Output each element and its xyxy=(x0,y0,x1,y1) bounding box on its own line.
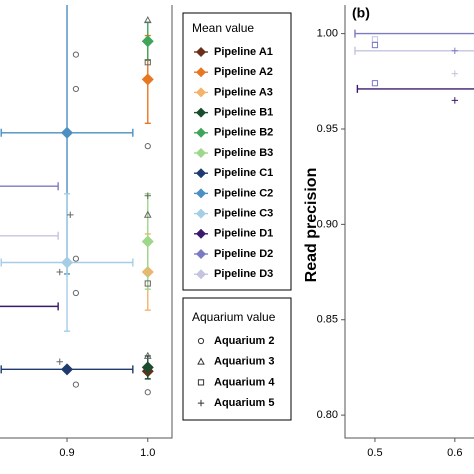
aquarium-point xyxy=(72,51,80,58)
legend-label: Pipeline A1 xyxy=(214,46,273,58)
y-tick-label: 1.00 xyxy=(317,28,338,40)
legend-marker xyxy=(196,127,206,138)
legend-label: Pipeline A2 xyxy=(214,66,273,78)
legend-marker xyxy=(196,107,206,118)
legend-marker xyxy=(196,249,206,259)
legend-label: Aquarium 2 xyxy=(214,335,275,347)
legend-marker xyxy=(196,148,206,158)
legend-marker xyxy=(197,399,205,407)
x-tick-label: 0.6 xyxy=(447,447,462,459)
legend-label: Pipeline C3 xyxy=(214,208,273,220)
legend-label: Pipeline B2 xyxy=(214,127,273,139)
legend-label: Pipeline D3 xyxy=(214,268,273,280)
x-error-bar xyxy=(0,302,59,311)
aquarium-point xyxy=(143,210,152,218)
aquarium-point xyxy=(56,358,63,365)
y-tick-label: 0.90 xyxy=(317,218,338,230)
mean-point xyxy=(141,361,154,374)
aquarium-point xyxy=(143,351,152,359)
aquarium-point xyxy=(72,255,80,262)
legend-label: Pipeline D1 xyxy=(214,228,273,240)
aquarium-point xyxy=(143,16,152,24)
legend-label: Pipeline C1 xyxy=(214,167,273,179)
x-error-bar xyxy=(356,84,474,93)
legend-symbol xyxy=(197,337,205,345)
aquarium-point xyxy=(72,381,80,388)
mean-point xyxy=(141,235,154,248)
legend-marker xyxy=(196,269,206,280)
mean-point xyxy=(61,126,74,139)
legend-marker xyxy=(196,67,206,78)
y-tick-label: 0.80 xyxy=(317,409,338,421)
aquarium-point xyxy=(371,36,379,43)
legend-marker xyxy=(196,87,206,98)
aquarium-point xyxy=(144,192,151,199)
aquarium-point xyxy=(371,41,379,49)
legend-title: Mean value xyxy=(192,21,254,35)
legend-marker xyxy=(196,47,206,57)
legend-marker xyxy=(197,357,205,365)
aquarium-point xyxy=(371,80,379,87)
panel-label: (b) xyxy=(352,5,370,21)
mean-point xyxy=(141,73,154,86)
axis-frame xyxy=(0,5,173,439)
legend-label: Pipeline B1 xyxy=(214,107,273,119)
mean-point xyxy=(61,363,74,376)
legend-symbol xyxy=(197,399,205,407)
x-error-bar xyxy=(354,29,474,38)
legend-label: Aquarium 5 xyxy=(214,397,275,409)
mean-point xyxy=(141,35,154,48)
aquarium-point xyxy=(72,289,80,297)
legend-marker xyxy=(196,228,206,239)
legend-marker xyxy=(196,168,206,179)
aquarium-point xyxy=(67,211,74,219)
axis-frame xyxy=(344,5,474,439)
plot-area xyxy=(0,5,154,396)
legend-label: Aquarium 4 xyxy=(214,376,275,388)
aquarium-point xyxy=(56,268,63,276)
legend-symbol xyxy=(197,357,205,365)
x-tick-label: 0.5 xyxy=(367,447,382,459)
y-tick-label: 0.95 xyxy=(317,123,338,135)
legend-marker xyxy=(197,379,205,386)
x-error-bar xyxy=(0,231,59,240)
aquarium-point xyxy=(144,389,151,396)
legend-label: Pipeline C2 xyxy=(214,187,273,199)
y-tick-label: 0.85 xyxy=(317,314,338,326)
legend-label: Pipeline A3 xyxy=(214,86,273,98)
aquarium-point xyxy=(451,97,459,104)
legend-marker xyxy=(197,337,205,345)
aquarium-point xyxy=(72,85,80,93)
mean-point xyxy=(61,256,74,269)
legend-title: Aquarium value xyxy=(192,310,276,324)
x-tick-label: 1.0 xyxy=(140,447,155,459)
legend-label: Aquarium 3 xyxy=(214,356,275,368)
aquarium-point xyxy=(144,59,151,66)
legend-label: Pipeline D2 xyxy=(214,248,273,260)
legend-label: Pipeline B3 xyxy=(214,147,273,159)
legend-symbol xyxy=(197,379,205,386)
x-error-bar xyxy=(0,182,59,191)
aquarium-point xyxy=(144,143,151,150)
y-axis-label: Read precision xyxy=(303,168,320,283)
plot-area xyxy=(354,29,474,104)
aquarium-point xyxy=(451,47,459,54)
legend-marker xyxy=(196,188,206,199)
aquarium-point xyxy=(451,70,459,77)
x-tick-label: 0.9 xyxy=(59,447,74,459)
x-error-bar xyxy=(354,46,474,55)
aquarium-point xyxy=(144,280,151,287)
legend-marker xyxy=(196,208,206,219)
